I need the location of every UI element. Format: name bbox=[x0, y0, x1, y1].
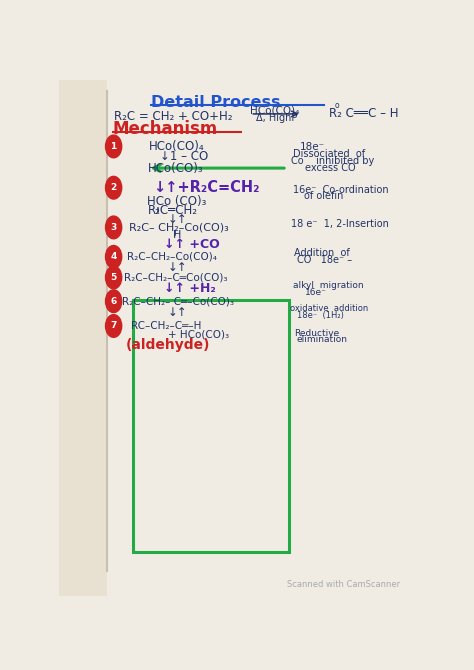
Text: 6: 6 bbox=[110, 297, 117, 306]
Text: excess CO: excess CO bbox=[305, 163, 356, 173]
Text: ↓↑: ↓↑ bbox=[168, 213, 187, 226]
Text: HCo(CO)₄: HCo(CO)₄ bbox=[149, 140, 205, 153]
Text: of olefin: of olefin bbox=[303, 192, 343, 202]
Text: o: o bbox=[335, 100, 339, 110]
Text: R₂C═CH₂: R₂C═CH₂ bbox=[147, 204, 197, 217]
Text: Dissociated  of: Dissociated of bbox=[292, 149, 365, 159]
Text: (aldehyde): (aldehyde) bbox=[125, 338, 210, 352]
Text: Detail Process: Detail Process bbox=[151, 94, 281, 110]
Text: R₂ C══C – H: R₂ C══C – H bbox=[329, 107, 399, 121]
Text: ↓↑+R₂C=CH₂: ↓↑+R₂C=CH₂ bbox=[153, 180, 259, 195]
Circle shape bbox=[106, 266, 122, 289]
Circle shape bbox=[106, 245, 122, 268]
Text: 18e⁻: 18e⁻ bbox=[300, 143, 325, 153]
Circle shape bbox=[106, 176, 122, 199]
Text: Mechanism: Mechanism bbox=[112, 120, 218, 138]
Text: RC–CH₂–C═–H: RC–CH₂–C═–H bbox=[131, 321, 201, 331]
Text: ↓1 – CO: ↓1 – CO bbox=[160, 150, 209, 163]
Text: R₂C–CH₂– C═–Co(CO)₃: R₂C–CH₂– C═–Co(CO)₃ bbox=[122, 296, 234, 306]
Text: HCo (CO)₃: HCo (CO)₃ bbox=[147, 194, 207, 208]
Text: 2: 2 bbox=[110, 183, 117, 192]
Text: 18 e⁻  1, 2-Insertion: 18 e⁻ 1, 2-Insertion bbox=[291, 219, 389, 229]
Text: CO   18e⁻ –: CO 18e⁻ – bbox=[297, 255, 352, 265]
Text: ↓↑: ↓↑ bbox=[168, 261, 187, 273]
Text: ↓↑ +H₂: ↓↑ +H₂ bbox=[164, 282, 216, 295]
Text: Δ, HighP: Δ, HighP bbox=[256, 113, 297, 123]
Circle shape bbox=[106, 135, 122, 157]
Text: R₂C– CH₂–Co(CO)₃: R₂C– CH₂–Co(CO)₃ bbox=[129, 222, 229, 232]
Text: R₂C–CH₂–C═Co(CO)₃: R₂C–CH₂–C═Co(CO)₃ bbox=[124, 273, 227, 283]
Text: oxidative  addition: oxidative addition bbox=[290, 304, 368, 314]
Text: 16e⁻: 16e⁻ bbox=[305, 288, 327, 297]
Text: HCo(CO)₃: HCo(CO)₃ bbox=[147, 161, 203, 175]
Text: R₂C–CH₂–Co(CO)₄: R₂C–CH₂–Co(CO)₄ bbox=[127, 252, 217, 262]
Text: elimination: elimination bbox=[296, 336, 347, 344]
Circle shape bbox=[106, 290, 122, 312]
Text: Co    inhibited by: Co inhibited by bbox=[291, 156, 374, 166]
Text: ↓↑: ↓↑ bbox=[168, 306, 187, 319]
Text: 5: 5 bbox=[110, 273, 117, 282]
Text: 4: 4 bbox=[110, 253, 117, 261]
Bar bbox=[59, 80, 107, 596]
Text: alkyl  migration: alkyl migration bbox=[292, 281, 363, 290]
Text: Scanned with CamScanner: Scanned with CamScanner bbox=[287, 580, 400, 590]
Text: 1: 1 bbox=[110, 142, 117, 151]
Text: 16e⁻  Co-ordination: 16e⁻ Co-ordination bbox=[292, 185, 388, 195]
Text: R₂C = CH₂ + CO+H₂: R₂C = CH₂ + CO+H₂ bbox=[114, 110, 233, 123]
Text: 3: 3 bbox=[110, 223, 117, 232]
Text: HCo(CO)₄: HCo(CO)₄ bbox=[250, 105, 300, 115]
Circle shape bbox=[106, 315, 122, 337]
Text: Addition  of: Addition of bbox=[294, 248, 350, 258]
Text: 18e⁻  (1H₂): 18e⁻ (1H₂) bbox=[297, 311, 344, 320]
Text: Reductive: Reductive bbox=[294, 329, 339, 338]
Circle shape bbox=[106, 216, 122, 239]
Text: H: H bbox=[173, 230, 181, 240]
Text: 7: 7 bbox=[110, 322, 117, 330]
Text: + HCo(CO)₃: + HCo(CO)₃ bbox=[168, 329, 229, 339]
Text: ↓↑ +CO: ↓↑ +CO bbox=[164, 238, 219, 251]
